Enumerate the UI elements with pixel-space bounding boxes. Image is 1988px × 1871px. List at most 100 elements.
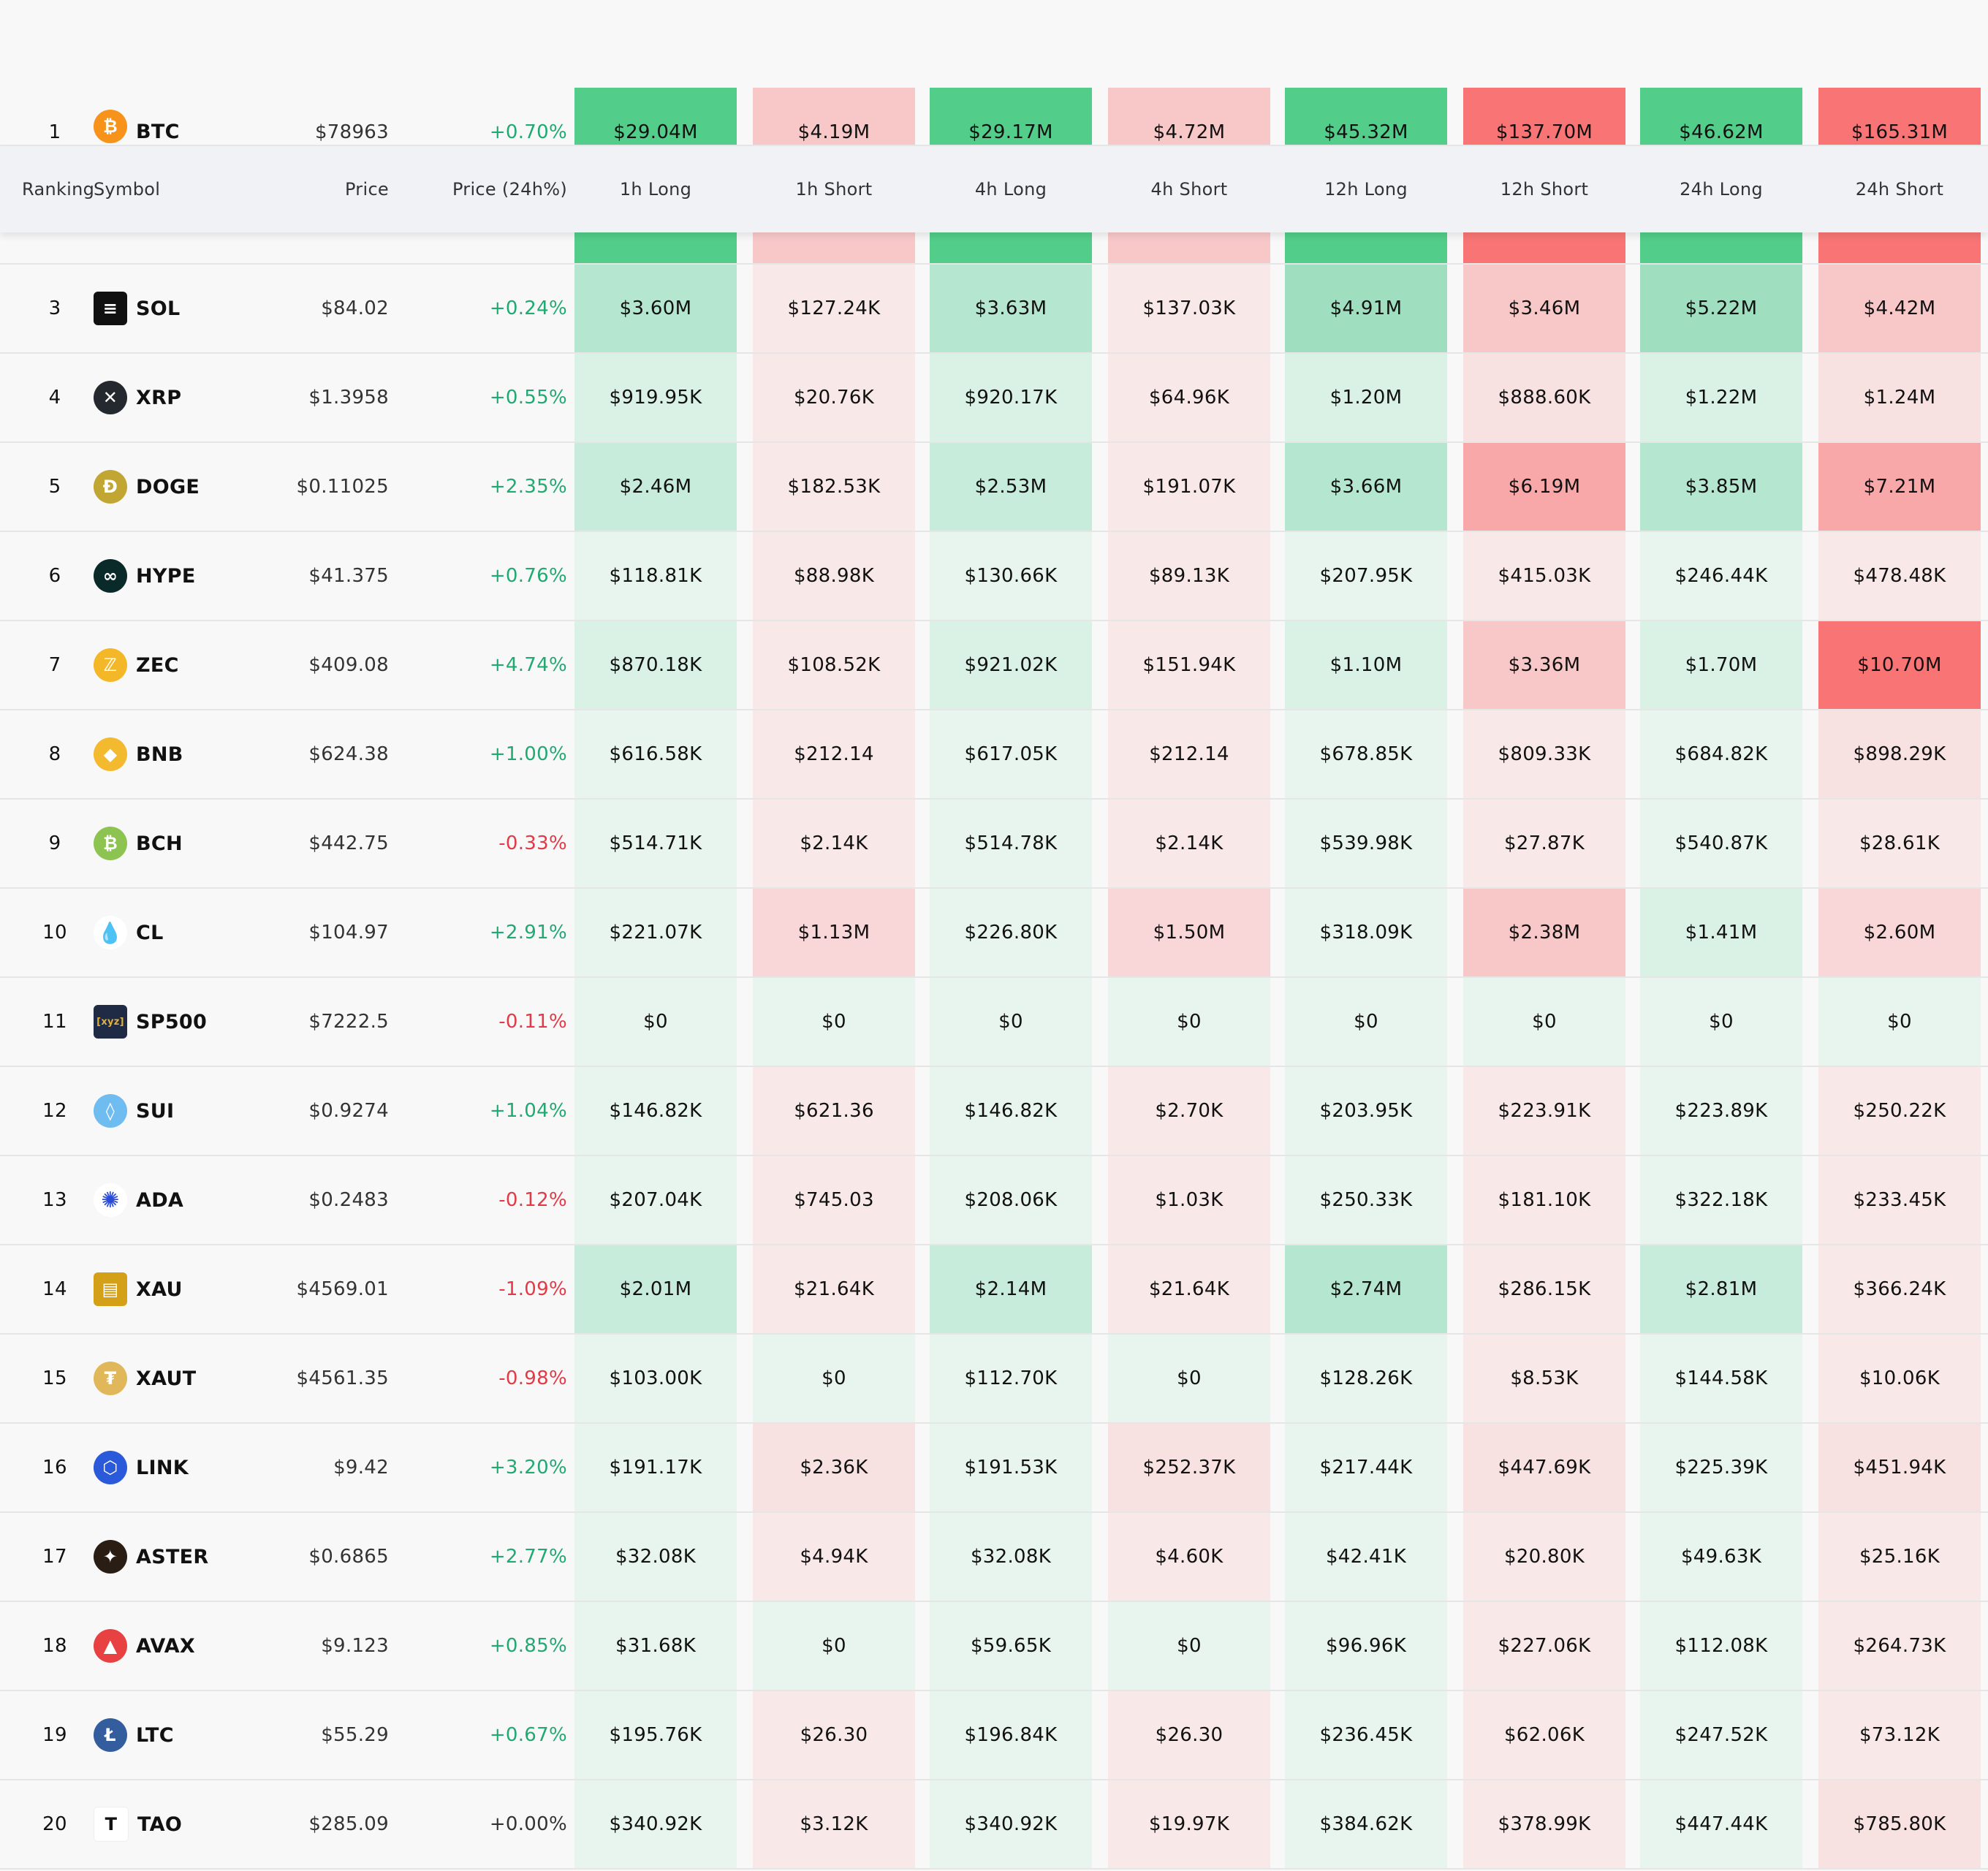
long-liquidation-cell: $514.78K	[930, 800, 1092, 887]
table-row[interactable]: 10 💧 CL $104.97 +2.91% $221.07K $1.13M $226.80K…	[0, 889, 1988, 978]
table-row[interactable]: 11 [xyz] SP500 $7222.5 -0.11% $0 $0 $0 $0 $0 $0 $0 $…	[0, 978, 1988, 1067]
short-liquidation-cell: $137.03K	[1108, 265, 1270, 352]
table-row[interactable]: 1 ₿ BTC $78963 +0.70% $29.04M $4.19M $29.17M $4.…	[0, 88, 1988, 146]
long-liquidation-cell: $1.10M	[1285, 621, 1447, 709]
column-header-1h-long[interactable]: 1h Long	[619, 179, 692, 200]
table-row[interactable]: 9 ₿ BCH $442.75 -0.33% $514.71K $2.14K $514.78K…	[0, 800, 1988, 889]
symbol-cell[interactable]: ≡ SOL	[94, 265, 284, 352]
short-liquidation-cell: $3.46M	[1463, 265, 1625, 352]
symbol-cell[interactable]: ✦ ASTER	[94, 1513, 284, 1601]
table-row[interactable]: 8 ◆ BNB $624.38 +1.00% $616.58K $212.14 $617.05…	[0, 710, 1988, 800]
column-header-price-change[interactable]: Price (24h%)	[452, 179, 567, 200]
long-liquidation-cell: $112.08K	[1640, 1602, 1802, 1690]
symbol-cell[interactable]: ₿ BCH	[94, 800, 284, 887]
symbol-cell[interactable]: ₮ XAUT	[94, 1335, 284, 1422]
short-liquidation-cell: $898.29K	[1818, 710, 1981, 798]
long-liquidation-cell: $921.02K	[930, 621, 1092, 709]
short-liquidation-cell: $64.96K	[1108, 354, 1270, 441]
short-liquidation-cell: $451.94K	[1818, 1424, 1981, 1511]
table-row[interactable]: 5 Ð DOGE $0.11025 +2.35% $2.46M $182.53K $2.53M…	[0, 443, 1988, 532]
price-change-cell: +4.74%	[489, 654, 567, 676]
column-header-24h-long[interactable]: 24h Long	[1680, 179, 1763, 200]
table-row[interactable]: 17 ✦ ASTER $0.6865 +2.77% $32.08K $4.94K $32.08…	[0, 1513, 1988, 1602]
price-change-cell: +3.20%	[489, 1457, 567, 1479]
symbol-cell[interactable]: Ð DOGE	[94, 443, 284, 531]
long-liquidation-cell: $5.22M	[1640, 265, 1802, 352]
solana-icon: ≡	[94, 292, 127, 325]
symbol-cell[interactable]: ✕ XRP	[94, 354, 284, 441]
table-row[interactable]: 18 ▲ AVAX $9.123 +0.85% $31.68K $0 $59.65K $0 $96…	[0, 1602, 1988, 1691]
long-liquidation-cell: $191.17K	[574, 1424, 737, 1511]
long-liquidation-cell: $539.98K	[1285, 800, 1447, 887]
column-header-1h-short[interactable]: 1h Short	[795, 179, 873, 200]
short-liquidation-cell: $4.42M	[1818, 265, 1981, 352]
symbol-cell[interactable]: ✺ ADA	[94, 1156, 284, 1244]
avalanche-icon: ▲	[94, 1629, 127, 1663]
table-row[interactable]: 6 ∞ HYPE $41.375 +0.76% $118.81K $88.98K $130.6…	[0, 532, 1988, 621]
price-cell: $78963	[314, 121, 389, 143]
column-header-4h-long[interactable]: 4h Long	[974, 179, 1047, 200]
symbol-cell[interactable]: ₿ BTC	[94, 88, 284, 146]
column-header-ranking[interactable]: Ranking	[22, 179, 95, 200]
symbol-cell[interactable]: ◆ BNB	[94, 710, 284, 798]
short-liquidation-cell: $10.06K	[1818, 1335, 1981, 1422]
table-row[interactable]: 13 ✺ ADA $0.2483 -0.12% $207.04K $745.03 $208.0…	[0, 1156, 1988, 1245]
column-header-4h-short[interactable]: 4h Short	[1150, 179, 1228, 200]
long-liquidation-cell: $226.80K	[930, 889, 1092, 976]
column-header-price[interactable]: Price	[344, 179, 389, 200]
table-row[interactable]: 4 ✕ XRP $1.3958 +0.55% $919.95K $20.76K $920.17…	[0, 354, 1988, 443]
long-liquidation-cell: $0	[1285, 978, 1447, 1066]
price-change-cell: +1.00%	[489, 743, 567, 765]
symbol-label: AVAX	[136, 1634, 196, 1658]
short-liquidation-cell: $0	[1108, 978, 1270, 1066]
long-liquidation-cell: $684.82K	[1640, 710, 1802, 798]
column-header-24h-short[interactable]: 24h Short	[1855, 179, 1944, 200]
short-liquidation-cell: $378.99K	[1463, 1780, 1625, 1868]
short-liquidation-cell: $28.61K	[1818, 800, 1981, 887]
long-liquidation-cell: $207.04K	[574, 1156, 737, 1244]
table-row[interactable]: 16 ⬡ LINK $9.42 +3.20% $191.17K $2.36K $191.53K…	[0, 1424, 1988, 1513]
symbol-cell[interactable]: [xyz] SP500	[94, 978, 284, 1066]
short-liquidation-cell: $137.70M	[1463, 88, 1625, 146]
symbol-cell[interactable]: T TAO	[94, 1780, 284, 1868]
symbol-cell[interactable]: ∞ HYPE	[94, 532, 284, 620]
symbol-cell[interactable]: 💧 CL	[94, 889, 284, 976]
xrp-icon: ✕	[94, 381, 127, 414]
column-header-12h-short[interactable]: 12h Short	[1500, 179, 1589, 200]
short-liquidation-cell: $181.10K	[1463, 1156, 1625, 1244]
short-liquidation-cell: $62.06K	[1463, 1691, 1625, 1779]
table-row[interactable]: 19 Ł LTC $55.29 +0.67% $195.76K $26.30 $196.84K…	[0, 1691, 1988, 1780]
gold-bars-icon: ▤	[94, 1272, 127, 1306]
symbol-cell[interactable]: ▤ XAU	[94, 1245, 284, 1333]
short-liquidation-cell: $250.22K	[1818, 1067, 1981, 1155]
short-liquidation-cell: $26.30	[1108, 1691, 1270, 1779]
table-row[interactable]: 20 T TAO $285.09 +0.00% $340.92K $3.12K $340.92…	[0, 1780, 1988, 1870]
partial-cell-bar	[1640, 232, 1802, 263]
aster-icon: ✦	[94, 1540, 127, 1574]
table-row[interactable]: 3 ≡ SOL $84.02 +0.24% $3.60M $127.24K $3.63M $13…	[0, 265, 1988, 354]
price-cell: $285.09	[308, 1813, 389, 1835]
long-liquidation-cell: $2.01M	[574, 1245, 737, 1333]
column-header-symbol[interactable]: Symbol	[94, 179, 161, 200]
price-cell: $409.08	[308, 654, 389, 676]
table-row[interactable]: 12 ◊ SUI $0.9274 +1.04% $146.82K $621.36 $146.8…	[0, 1067, 1988, 1156]
long-liquidation-cell: $49.63K	[1640, 1513, 1802, 1601]
table-row[interactable]: 7 ℤ ZEC $409.08 +4.74% $870.18K $108.52K $921.0…	[0, 621, 1988, 710]
symbol-cell[interactable]: ⬡ LINK	[94, 1424, 284, 1511]
table-row[interactable]: 15 ₮ XAUT $4561.35 -0.98% $103.00K $0 $112.70K $…	[0, 1335, 1988, 1424]
table-row[interactable]: 14 ▤ XAU $4569.01 -1.09% $2.01M $21.64K $2.14M $…	[0, 1245, 1988, 1335]
rank-cell: 20	[42, 1813, 67, 1835]
symbol-cell[interactable]: ▲ AVAX	[94, 1602, 284, 1690]
symbol-label: CL	[136, 921, 164, 944]
short-liquidation-cell: $223.91K	[1463, 1067, 1625, 1155]
short-liquidation-cell: $2.14K	[1108, 800, 1270, 887]
long-liquidation-cell: $920.17K	[930, 354, 1092, 441]
symbol-cell[interactable]: ℤ ZEC	[94, 621, 284, 709]
symbol-cell[interactable]: Ł LTC	[94, 1691, 284, 1779]
short-liquidation-cell: $20.80K	[1463, 1513, 1625, 1601]
symbol-cell[interactable]: ◊ SUI	[94, 1067, 284, 1155]
short-liquidation-cell: $415.03K	[1463, 532, 1625, 620]
column-header-12h-long[interactable]: 12h Long	[1324, 179, 1408, 200]
price-cell: $4569.01	[296, 1278, 389, 1300]
short-liquidation-cell: $21.64K	[1108, 1245, 1270, 1333]
